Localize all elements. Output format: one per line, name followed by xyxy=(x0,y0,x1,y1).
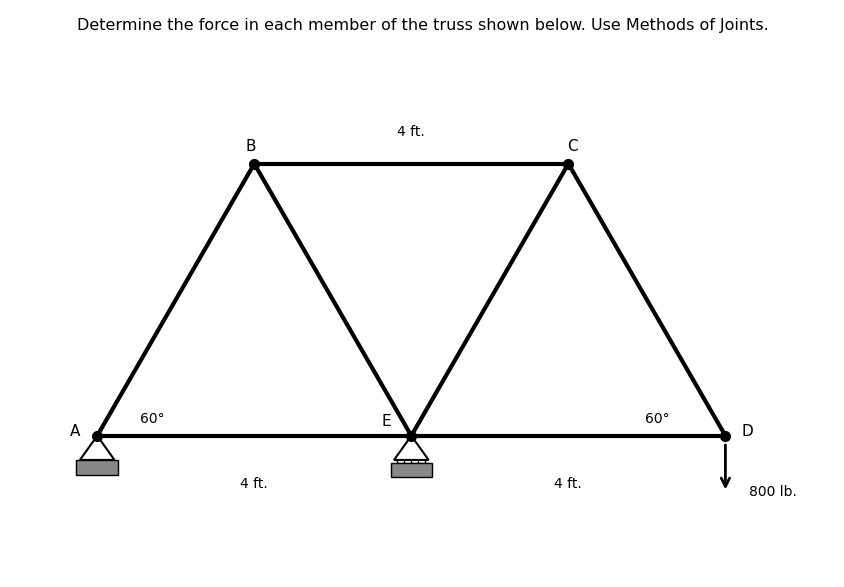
Text: 800 lb.: 800 lb. xyxy=(748,485,796,500)
Text: 4 ft.: 4 ft. xyxy=(554,477,582,491)
Text: B: B xyxy=(245,139,255,154)
Text: C: C xyxy=(566,139,577,154)
Polygon shape xyxy=(77,460,118,475)
Text: Determine the force in each member of the truss shown below. Use Methods of Join: Determine the force in each member of th… xyxy=(77,18,767,33)
Text: E: E xyxy=(381,414,391,429)
Text: D: D xyxy=(741,424,752,439)
Polygon shape xyxy=(390,463,431,477)
Text: 4 ft.: 4 ft. xyxy=(240,477,268,491)
Text: 60°: 60° xyxy=(140,412,165,426)
Text: 4 ft.: 4 ft. xyxy=(397,125,425,139)
Text: 60°: 60° xyxy=(645,412,669,426)
Text: A: A xyxy=(70,424,80,439)
